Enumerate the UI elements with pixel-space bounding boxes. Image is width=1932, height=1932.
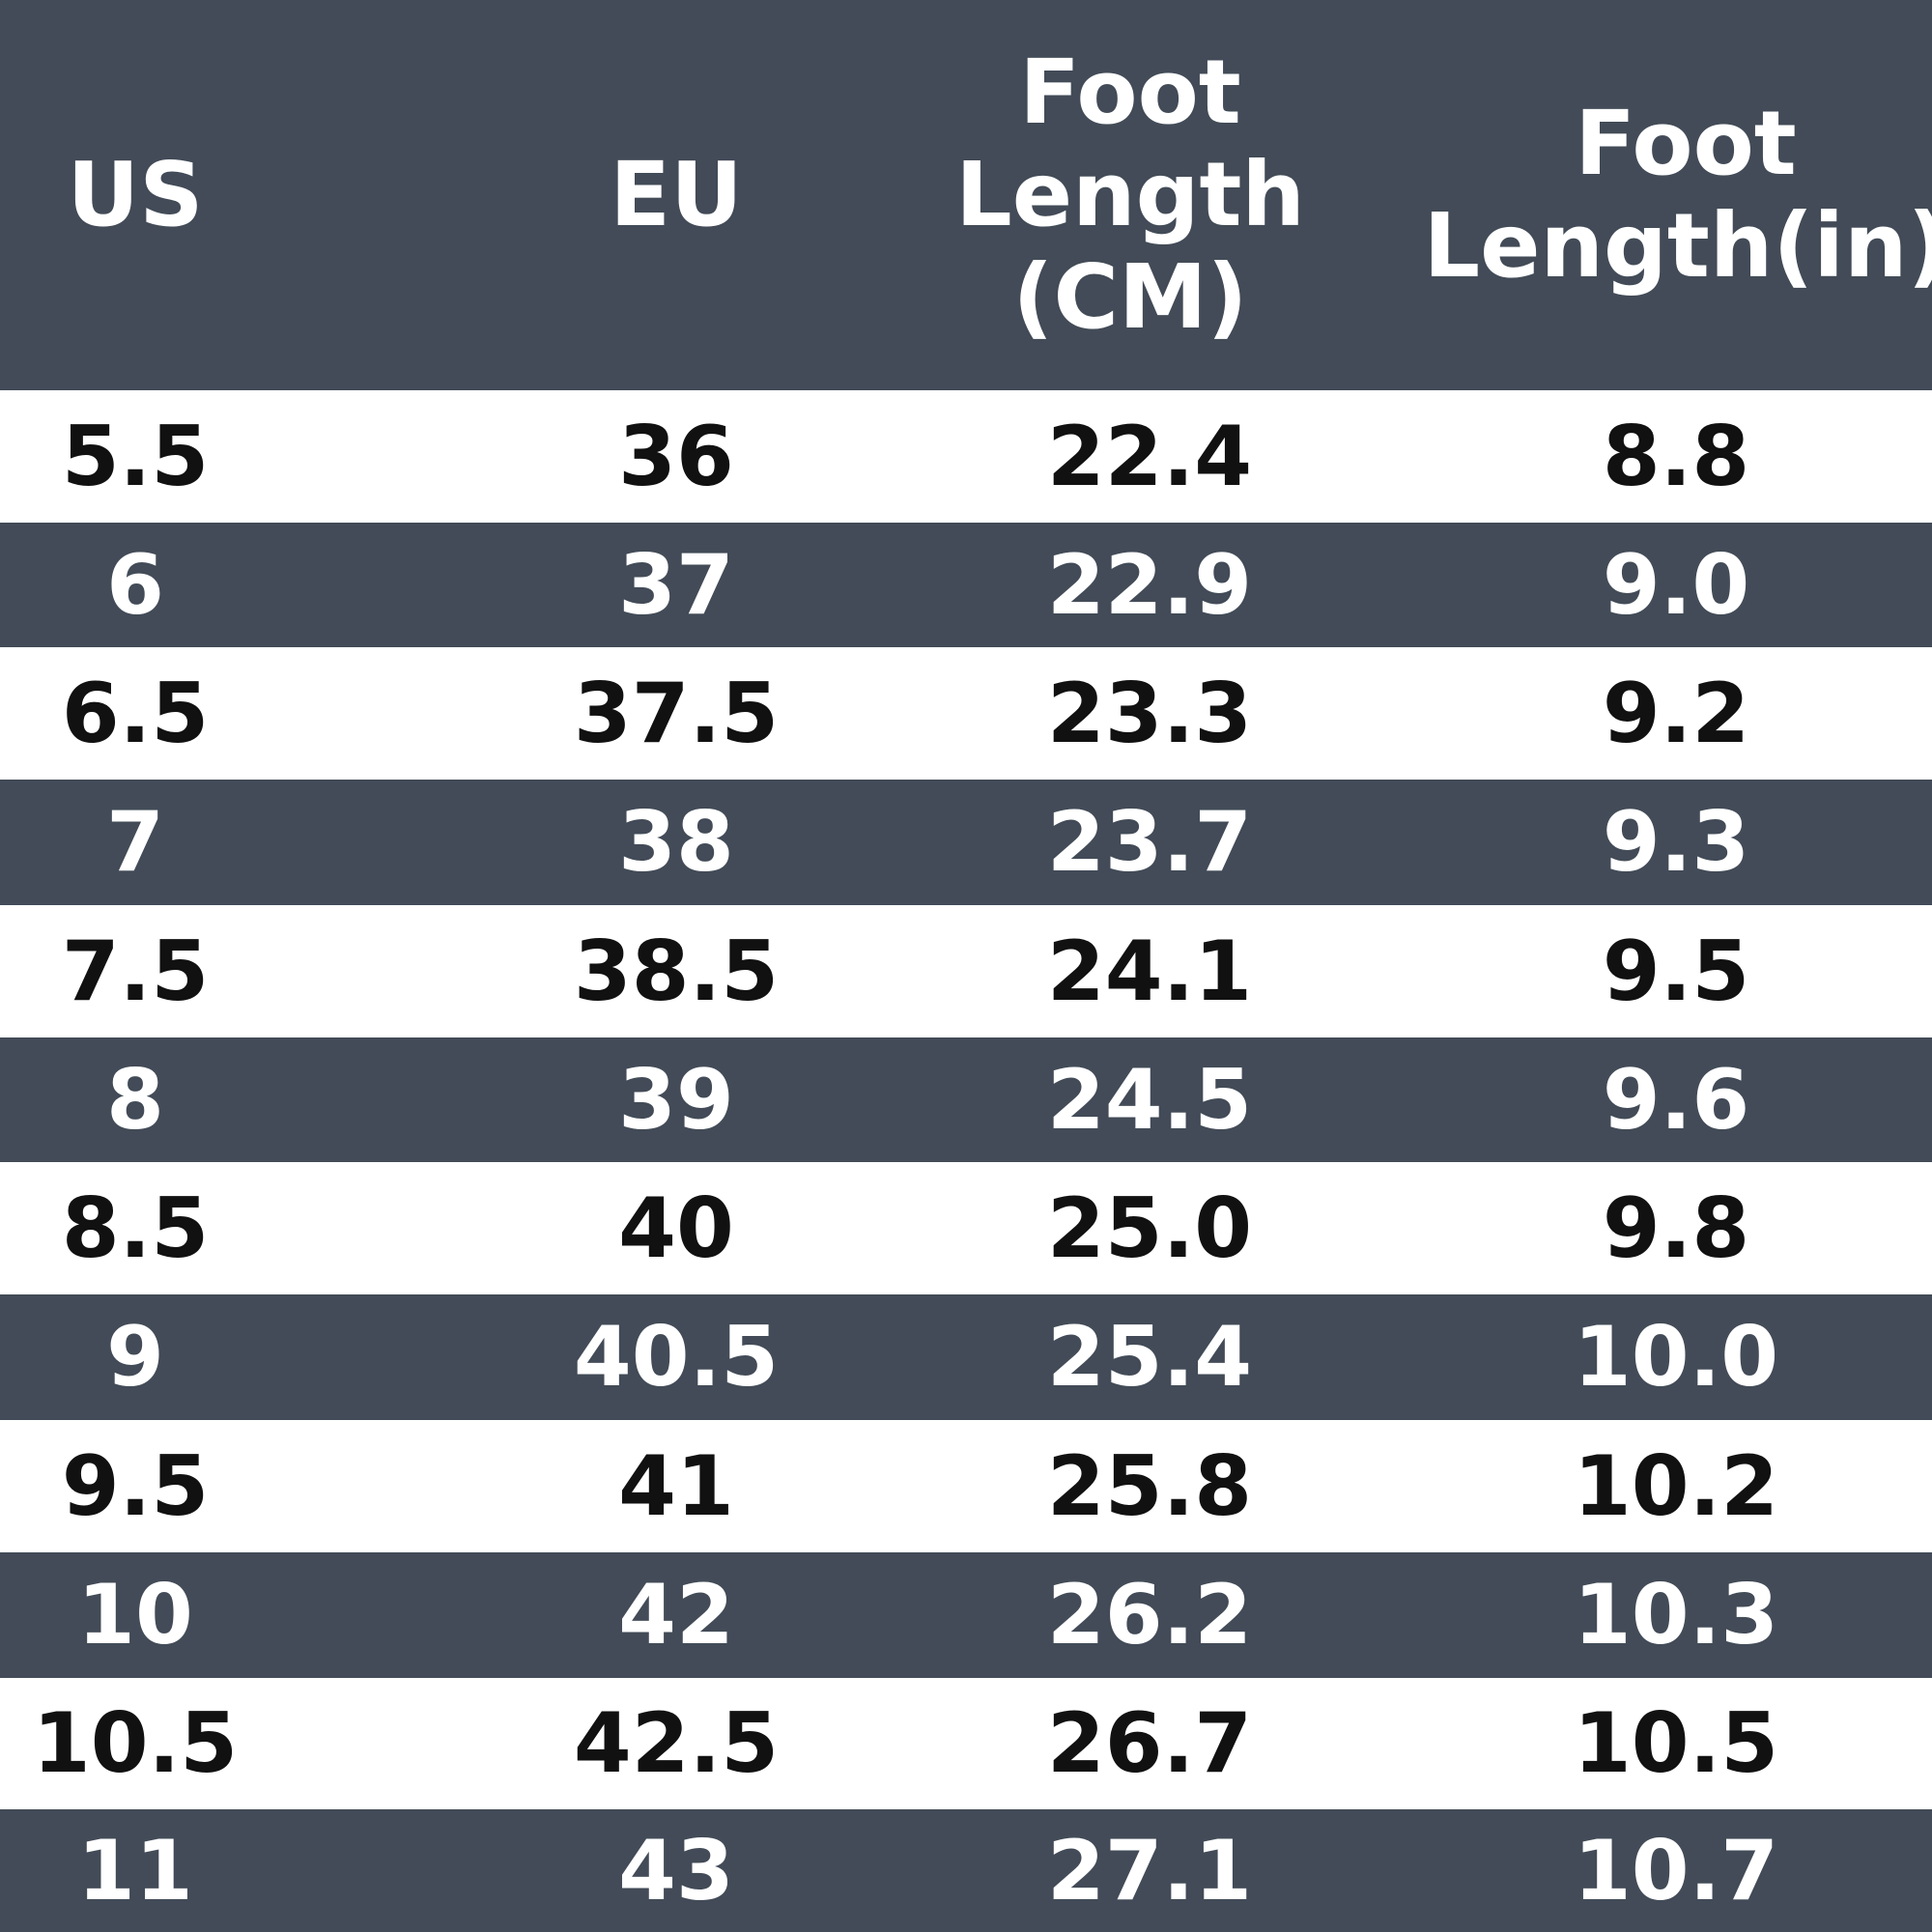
cell-foot-length-in: 10.7 [1573,1822,1779,1919]
cell-foot-length-cm: 26.2 [1046,1567,1253,1663]
cell-us: 7 [106,794,164,891]
cell-foot-length-cm: 22.4 [1046,408,1253,505]
cell-foot-length-cm: 27.1 [1046,1822,1253,1919]
header-us: US [67,143,204,247]
cell-us: 8.5 [61,1179,210,1277]
cell-foot-length-in: 10.2 [1573,1437,1779,1535]
table-row: 10.5 42.5 26.7 10.5 [0,1678,1932,1809]
header-foot-length-cm: Foot Length (CM) [955,41,1305,349]
table-row: 7 38 23.7 9.3 [0,780,1932,905]
cell-eu: 38.5 [573,923,780,1020]
table-row: 10 42 26.2 10.3 [0,1552,1932,1678]
cell-eu: 42.5 [573,1695,780,1792]
table-row: 11 43 27.1 10.7 [0,1809,1932,1932]
table-row: 7.5 38.5 24.1 9.5 [0,905,1932,1037]
cell-foot-length-in: 10.0 [1573,1309,1779,1406]
table-row: 5.5 36 22.4 8.8 [0,390,1932,523]
cell-eu: 38 [618,794,734,891]
cell-foot-length-cm: 23.3 [1046,665,1253,762]
cell-foot-length-cm: 26.7 [1046,1695,1253,1792]
cell-us: 8 [106,1051,164,1149]
cell-foot-length-cm: 23.7 [1046,794,1253,891]
table-row: 8.5 40 25.0 9.8 [0,1162,1932,1294]
cell-eu: 42 [618,1567,734,1663]
table-row: 8 39 24.5 9.6 [0,1037,1932,1162]
cell-foot-length-in: 9.3 [1602,794,1750,891]
table-row: 9.5 41 25.8 10.2 [0,1420,1932,1552]
cell-foot-length-in: 9.5 [1602,923,1750,1020]
cell-us: 6 [106,536,164,634]
cell-us: 7.5 [61,923,210,1020]
header-eu: EU [610,143,743,247]
header-foot-length-in: Foot Length(in) [1423,92,1932,298]
cell-eu: 37.5 [573,665,780,762]
cell-foot-length-in: 9.0 [1602,536,1750,634]
cell-eu: 36 [618,408,734,505]
cell-foot-length-cm: 24.1 [1046,923,1253,1020]
cell-foot-length-in: 9.6 [1602,1051,1750,1149]
cell-us: 10 [77,1567,193,1663]
cell-us: 9.5 [61,1437,210,1535]
cell-foot-length-cm: 22.9 [1046,536,1253,634]
cell-us: 10.5 [32,1695,239,1792]
cell-foot-length-in: 10.5 [1573,1695,1779,1792]
cell-us: 11 [77,1822,193,1919]
cell-foot-length-in: 10.3 [1573,1567,1779,1663]
table-row: 6 37 22.9 9.0 [0,523,1932,647]
cell-eu: 40 [618,1179,734,1277]
cell-foot-length-in: 8.8 [1602,408,1750,505]
cell-eu: 43 [618,1822,734,1919]
cell-foot-length-in: 9.2 [1602,665,1750,762]
cell-foot-length-in: 9.8 [1602,1179,1750,1277]
cell-eu: 41 [618,1437,734,1535]
cell-foot-length-cm: 25.8 [1046,1437,1253,1535]
table-row: 9 40.5 25.4 10.0 [0,1294,1932,1420]
cell-us: 9 [106,1309,164,1406]
table-row: 6.5 37.5 23.3 9.2 [0,647,1932,780]
cell-eu: 40.5 [573,1309,780,1406]
cell-us: 5.5 [61,408,210,505]
cell-foot-length-cm: 25.0 [1046,1179,1253,1277]
cell-us: 6.5 [61,665,210,762]
cell-eu: 37 [618,536,734,634]
cell-eu: 39 [618,1051,734,1149]
table-header-row: US EU Foot Length (CM) Foot Length(in) [0,0,1932,390]
cell-foot-length-cm: 24.5 [1046,1051,1253,1149]
cell-foot-length-cm: 25.4 [1046,1309,1253,1406]
